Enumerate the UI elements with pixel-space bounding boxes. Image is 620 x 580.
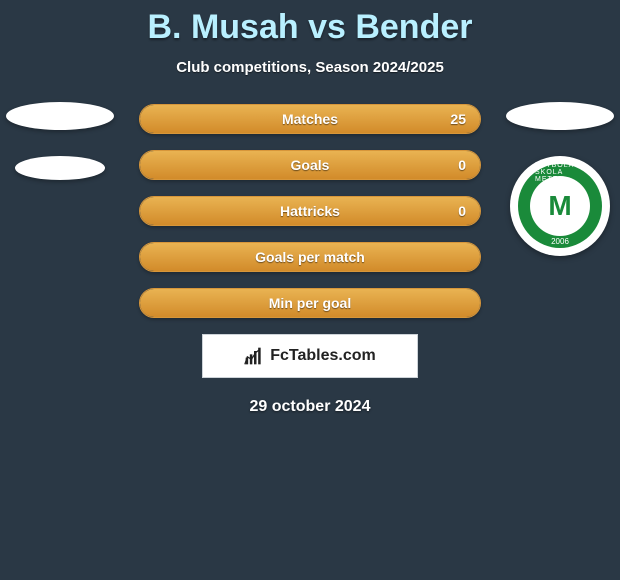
page-title: B. Musah vs Bender — [0, 0, 620, 47]
decorative-ellipse — [6, 102, 114, 130]
stat-bar-value: 25 — [450, 111, 466, 127]
player-right-placeholder: FUTBOLA SKOLA METTA M 2006 — [500, 102, 620, 256]
stat-bar-goals: Goals 0 — [139, 150, 481, 180]
stat-bar-value: 0 — [458, 157, 466, 173]
brand-box: FcTables.com — [202, 334, 418, 378]
stat-bars: Matches 25 Goals 0 Hattricks 0 Goals per… — [139, 104, 481, 318]
badge-letter: M — [548, 190, 571, 222]
brand-text: FcTables.com — [270, 347, 376, 365]
stat-bar-min-per-goal: Min per goal — [139, 288, 481, 318]
club-badge: FUTBOLA SKOLA METTA M 2006 — [510, 156, 610, 256]
comparison-area: FUTBOLA SKOLA METTA M 2006 Matches 25 Go… — [0, 104, 620, 416]
player-left-placeholder — [0, 102, 120, 206]
date-text: 29 october 2024 — [0, 398, 620, 416]
stat-bar-label: Matches — [282, 111, 338, 127]
stat-bar-hattricks: Hattricks 0 — [139, 196, 481, 226]
bar-chart-icon — [244, 346, 264, 366]
decorative-ellipse — [15, 156, 105, 180]
stat-bar-label: Min per goal — [269, 295, 351, 311]
decorative-ellipse — [506, 102, 614, 130]
subtitle: Club competitions, Season 2024/2025 — [0, 59, 620, 76]
stat-bar-label: Goals — [291, 157, 330, 173]
badge-year: 2006 — [551, 237, 569, 246]
stat-bar-label: Hattricks — [280, 203, 340, 219]
stat-bar-goals-per-match: Goals per match — [139, 242, 481, 272]
stat-bar-label: Goals per match — [255, 249, 365, 265]
badge-ring-text: FUTBOLA SKOLA METTA — [535, 162, 585, 183]
stat-bar-matches: Matches 25 — [139, 104, 481, 134]
stat-bar-value: 0 — [458, 203, 466, 219]
